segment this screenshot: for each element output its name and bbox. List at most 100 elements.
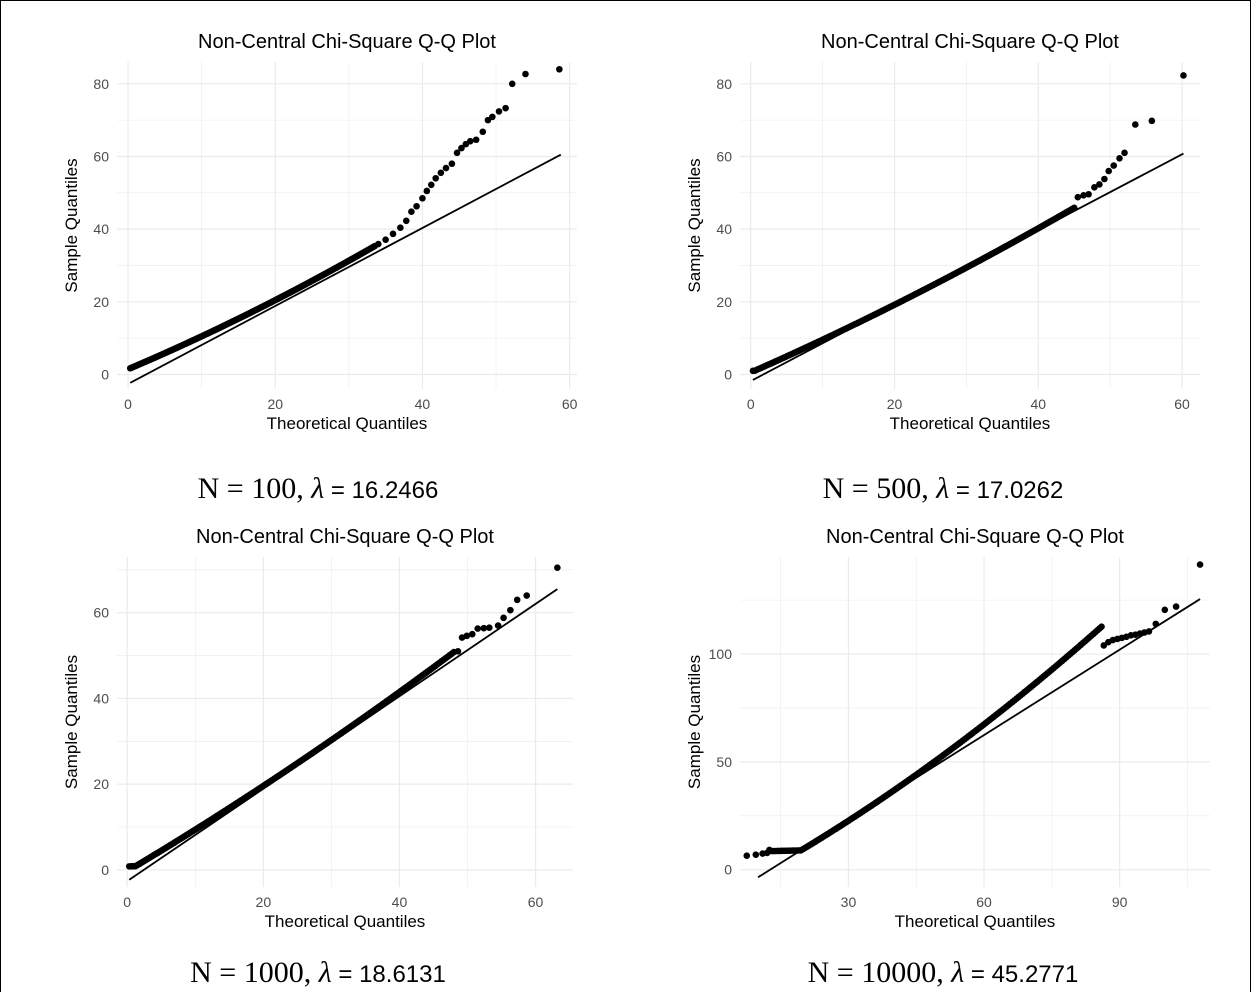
y-tick-label: 60 [716,148,732,164]
grid [740,557,1210,887]
lambda-symbol: λ [318,956,332,989]
data-point [1196,561,1204,568]
data-point [743,852,751,860]
qq-plot-1: 0 20 40 60 0 20 40 60 80 Non-Central Chi-Square Q… [62,31,578,433]
x-tick-label: 0 [123,894,131,910]
data-point [522,70,529,78]
data-point [500,614,507,622]
reference-line [129,153,562,384]
data-point [437,169,445,177]
x-tick-label: 60 [976,894,992,910]
y-tick-label: 40 [93,221,109,237]
caption-2: N = 500, λ = 17.0262 [663,472,1223,506]
qq-plot-panel-1: 0 20 40 60 0 20 40 60 80 Non-Central Chi-Square Q… [0,22,620,457]
data-point [1116,154,1123,162]
caption-1: N = 100, λ = 16.2466 [38,472,598,506]
data-point [1098,623,1105,630]
data-point [752,851,760,858]
lambda-symbol: λ [311,472,325,505]
data-point [495,108,503,115]
data-point [453,149,461,157]
data-point [1145,628,1153,635]
caption-n-text: N = 100, [197,472,312,505]
sample-points [749,72,1187,375]
data-point [468,630,476,638]
sample-points [126,65,563,372]
data-point [502,104,509,112]
data-point [397,224,404,231]
data-point [442,164,450,172]
caption-4: N = 10000, λ = 45.2771 [663,956,1223,990]
y-tick-label: 0 [101,366,109,382]
y-tick-label: 0 [101,862,109,878]
x-tick-label: 90 [1112,894,1128,910]
data-point [507,606,514,614]
x-tick-label: 20 [256,894,272,910]
data-point [1091,184,1098,191]
data-point [423,187,431,195]
grid [117,62,577,389]
data-point [427,181,435,189]
x-axis-label: Theoretical Quantiles [267,414,428,433]
data-point [402,217,410,225]
y-tick-label: 0 [724,366,732,382]
chart-title: Non-Central Chi-Square Q-Q Plot [196,526,494,548]
data-point [1096,181,1103,188]
data-point [1132,121,1139,128]
x-tick-label: 30 [841,894,857,910]
lambda-value: = 18.6131 [331,961,446,988]
chart-title: Non-Central Chi-Square Q-Q Plot [198,31,496,53]
y-tick-label: 40 [93,690,109,706]
data-point [454,647,462,655]
data-point [480,624,488,632]
x-tick-label: 20 [267,396,283,412]
caption-3: N = 1000, λ = 18.6131 [38,956,598,990]
lambda-value: = 17.0262 [949,477,1064,504]
lambda-value: = 45.2771 [964,961,1079,988]
data-point [508,80,516,88]
chart-title: Non-Central Chi-Square Q-Q Plot [826,526,1124,548]
data-point [523,592,531,599]
x-tick-label: 60 [1174,396,1190,412]
x-axis-label: Theoretical Quantiles [265,912,426,931]
x-tick-label: 20 [887,396,903,412]
y-axis-label: Sample Quantiles [62,655,81,789]
data-point [408,208,415,215]
data-point [374,240,382,248]
lambda-symbol: λ [951,956,965,989]
data-point [448,160,456,168]
caption-n-text: N = 1000, [190,956,319,989]
data-point [389,230,397,238]
data-point [513,596,521,604]
y-tick-label: 60 [93,148,109,164]
x-tick-label: 40 [415,396,431,412]
y-axis-label: Sample Quantiles [62,158,81,292]
data-point [1070,204,1078,212]
qq-plot-3: 0 20 40 60 0 20 40 60 Non-Central Chi-Square Q-Q… [62,526,573,931]
chart-title: Non-Central Chi-Square Q-Q Plot [821,31,1119,53]
y-tick-label: 60 [93,605,109,621]
x-axis-label: Theoretical Quantiles [895,912,1056,931]
y-tick-label: 100 [709,646,733,662]
qq-plot-panel-3: 0 20 40 60 0 20 40 60 Non-Central Chi-Square Q-Q… [0,517,620,942]
data-point [554,564,561,572]
data-point [766,846,773,854]
qq-plot-2: 0 20 40 60 0 20 40 60 80 Non-Central Chi-Square Q… [685,31,1200,433]
lambda-symbol: λ [936,472,950,505]
data-point [382,236,389,243]
qq-plot-panel-4: 30 60 90 0 50 100 Non-Central Chi-Square Q-Q P… [625,517,1245,942]
x-tick-label: 0 [747,396,755,412]
grid [740,62,1200,389]
y-tick-label: 20 [716,294,732,310]
data-point [479,128,487,136]
data-point [1121,149,1128,157]
sample-points [743,561,1204,860]
data-point [494,622,502,629]
caption-n-text: N = 10000, [807,956,952,989]
data-point [1152,620,1160,628]
data-point [463,632,471,640]
data-point [1180,72,1187,79]
data-point [472,136,480,144]
x-axis-label: Theoretical Quantiles [890,414,1051,433]
